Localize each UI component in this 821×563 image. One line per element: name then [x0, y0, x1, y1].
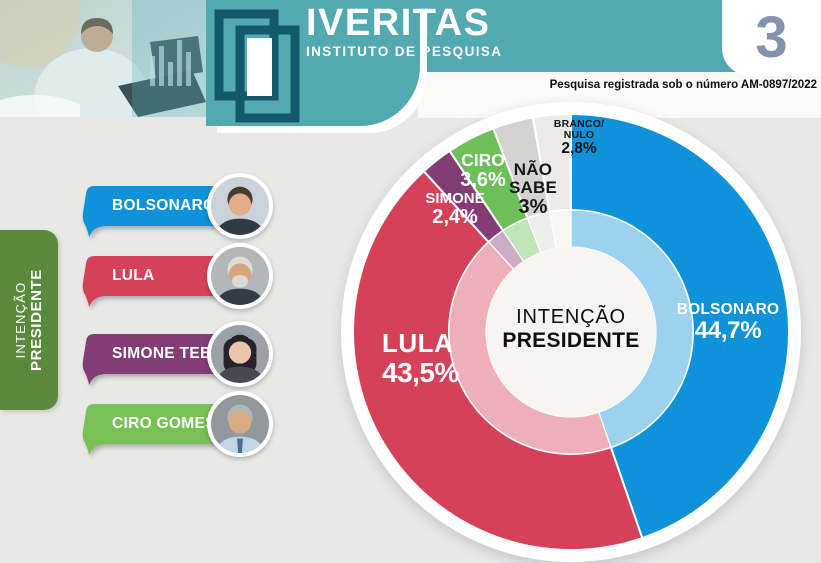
- segment-label-nao-sabe: NÃO SABE 3%: [508, 160, 558, 219]
- chart-title-line2: PRESIDENTE: [502, 329, 640, 352]
- segment-label-ciro: CIRO 3,6%: [460, 150, 506, 191]
- candidate-name: LULA: [112, 267, 155, 284]
- candidate-photo-bolsonaro: [207, 173, 273, 239]
- donut-chart: [341, 102, 801, 562]
- section-tab-text: INTENÇÃO PRESIDENTE: [0, 230, 58, 410]
- brand-subtitle: INSTITUTO DE PESQUISA: [306, 44, 503, 59]
- tab-line2: PRESIDENTE: [28, 269, 45, 371]
- candidate-name: SIMONE TEBET: [112, 345, 232, 362]
- legend-item-simone-tebet: SIMONE TEBET: [76, 321, 273, 387]
- registration-note: Pesquisa registrada sob o número AM-0897…: [549, 79, 817, 91]
- candidate-photo-simone-tebet: [207, 321, 273, 387]
- legend-item-lula: LULA: [76, 243, 273, 309]
- candidate-name: BOLSONARO: [112, 197, 216, 214]
- legend-item-bolsonaro: BOLSONARO: [76, 173, 273, 239]
- office-photo: [0, 0, 206, 117]
- page-number: 3: [755, 5, 788, 70]
- candidate-photo-ciro-gomes: [207, 391, 273, 457]
- legend-item-ciro-gomes: CIRO GOMES: [76, 391, 273, 457]
- page-number-badge: 3: [722, 0, 821, 76]
- brand-block: IVERITAS INSTITUTO DE PESQUISA: [306, 4, 502, 59]
- segment-label-simone: SIMONE 2,4%: [425, 190, 485, 228]
- brand-title: IVERITAS: [306, 2, 491, 44]
- candidate-photo-lula: [207, 243, 273, 309]
- section-tab-intencao-presidente: INTENÇÃO PRESIDENTE: [0, 230, 58, 410]
- tab-line1: INTENÇÃO: [13, 281, 28, 359]
- candidate-name: CIRO GOMES: [112, 415, 216, 432]
- segment-label-bolsonaro: BOLSONARO 44,7%: [676, 301, 780, 345]
- segment-label-branco-nulo: BRANCO/ NULO 2,8%: [553, 118, 605, 158]
- chart-title-line1: INTENÇÃO: [516, 306, 626, 328]
- iveritas-logo-icon: [214, 9, 302, 128]
- chart-center-title: INTENÇÃO PRESIDENTE: [491, 306, 651, 353]
- segment-label-lula: LULA 43,5%: [382, 328, 459, 388]
